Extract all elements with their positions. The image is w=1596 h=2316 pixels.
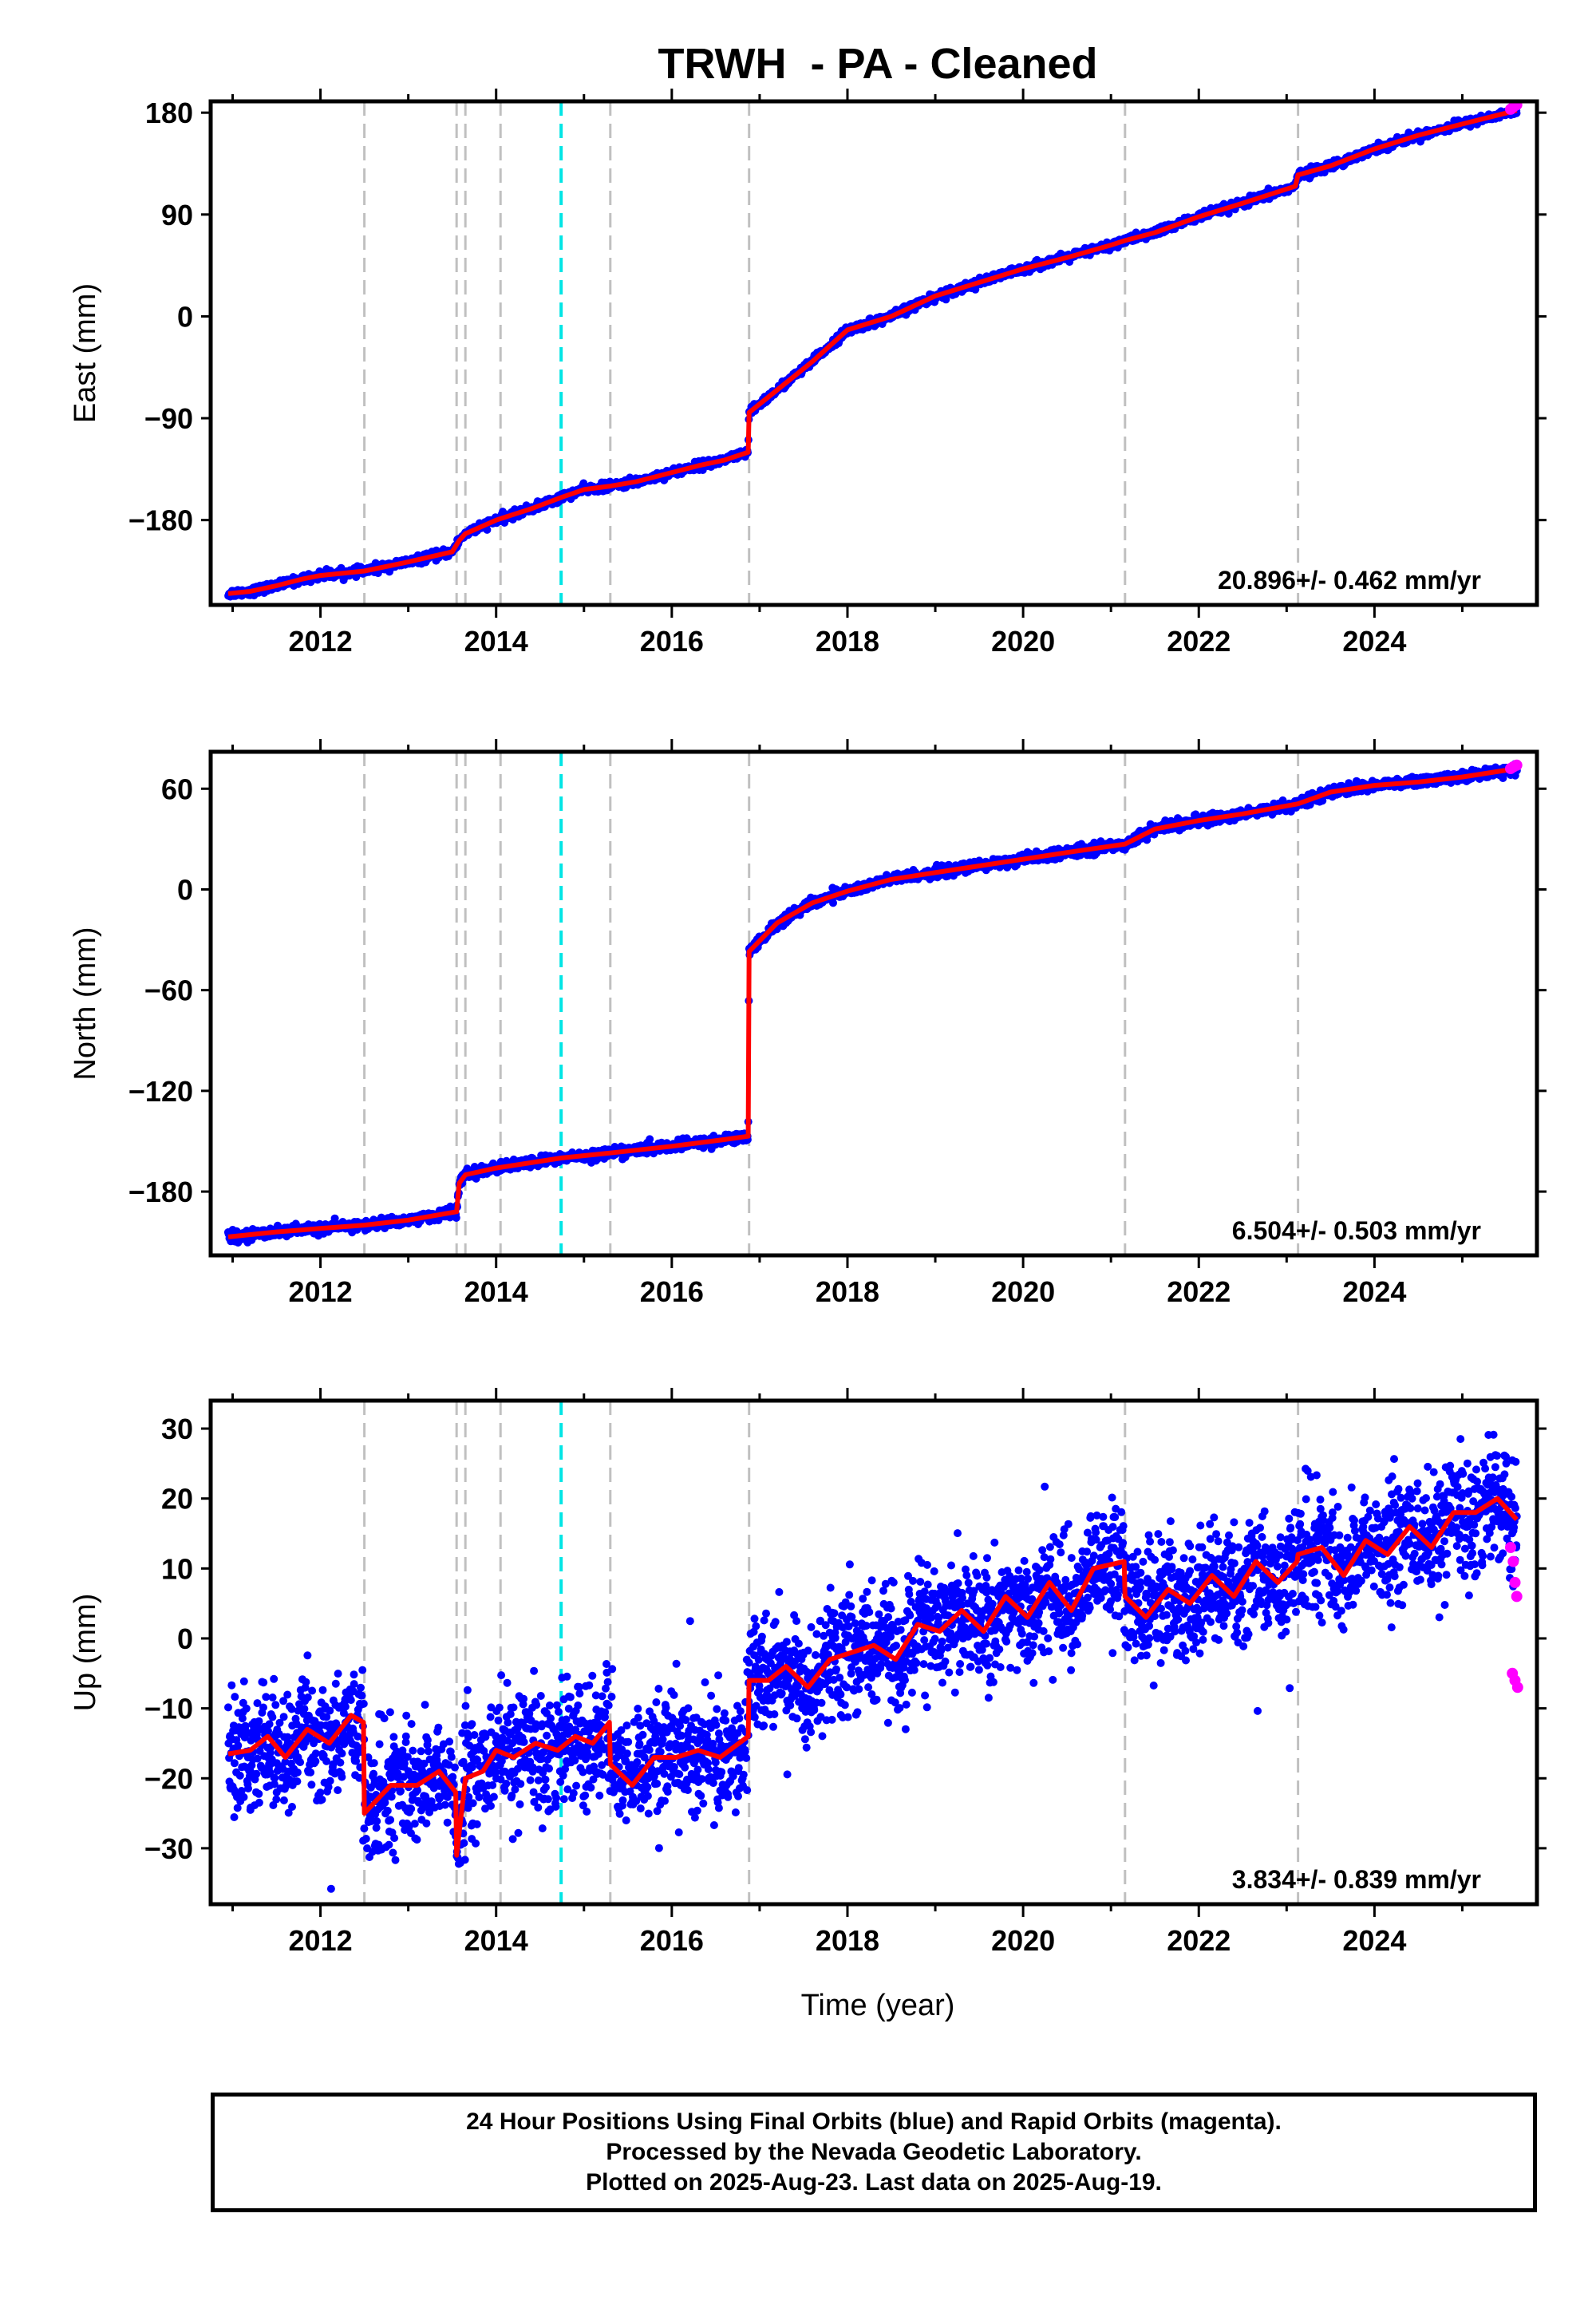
east-plot-area	[224, 101, 1523, 605]
y-tick-label: 180	[145, 97, 193, 129]
x-tick-label: 2016	[640, 625, 704, 658]
final-orbit-point	[942, 295, 950, 304]
x-tick-label: 2024	[1342, 625, 1406, 658]
final-orbit-point	[330, 1214, 339, 1223]
east-plot-frame	[208, 99, 1539, 607]
east-model-line	[227, 108, 1518, 596]
final-orbit-point	[483, 525, 492, 534]
rapid-orbit-point	[1511, 101, 1523, 111]
x-tick-label: 2014	[464, 625, 528, 658]
east-axis-label: East (mm)	[69, 283, 102, 423]
y-tick-label: 90	[161, 199, 193, 231]
x-tick-label: 2018	[816, 625, 879, 658]
final-orbit-point	[452, 1214, 460, 1222]
final-orbit-point	[646, 1135, 654, 1144]
final-orbit-point	[829, 899, 837, 907]
y-tick-label: 0	[177, 300, 193, 333]
figure-title: TRWH - PA - Cleaned	[658, 40, 1097, 88]
east-final-orbit-points	[224, 103, 1521, 601]
x-tick-label: 2022	[1167, 625, 1231, 658]
east-panel: −180 −90 0 90 180 2012 2014 2016 2018 2020 2022 202…	[69, 89, 1547, 658]
east-rate-label: 20.896+/- 0.462 mm/yr	[1218, 566, 1481, 595]
x-tick-label: 2012	[289, 625, 353, 658]
east-rapid-orbit-points	[1505, 101, 1523, 115]
y-tick-label: −90	[144, 402, 193, 435]
y-tick-label: −180	[128, 504, 193, 537]
north-plot-area	[223, 752, 1523, 1255]
north-final-orbit-points	[223, 760, 1521, 1247]
x-tick-label: 2020	[991, 625, 1055, 658]
